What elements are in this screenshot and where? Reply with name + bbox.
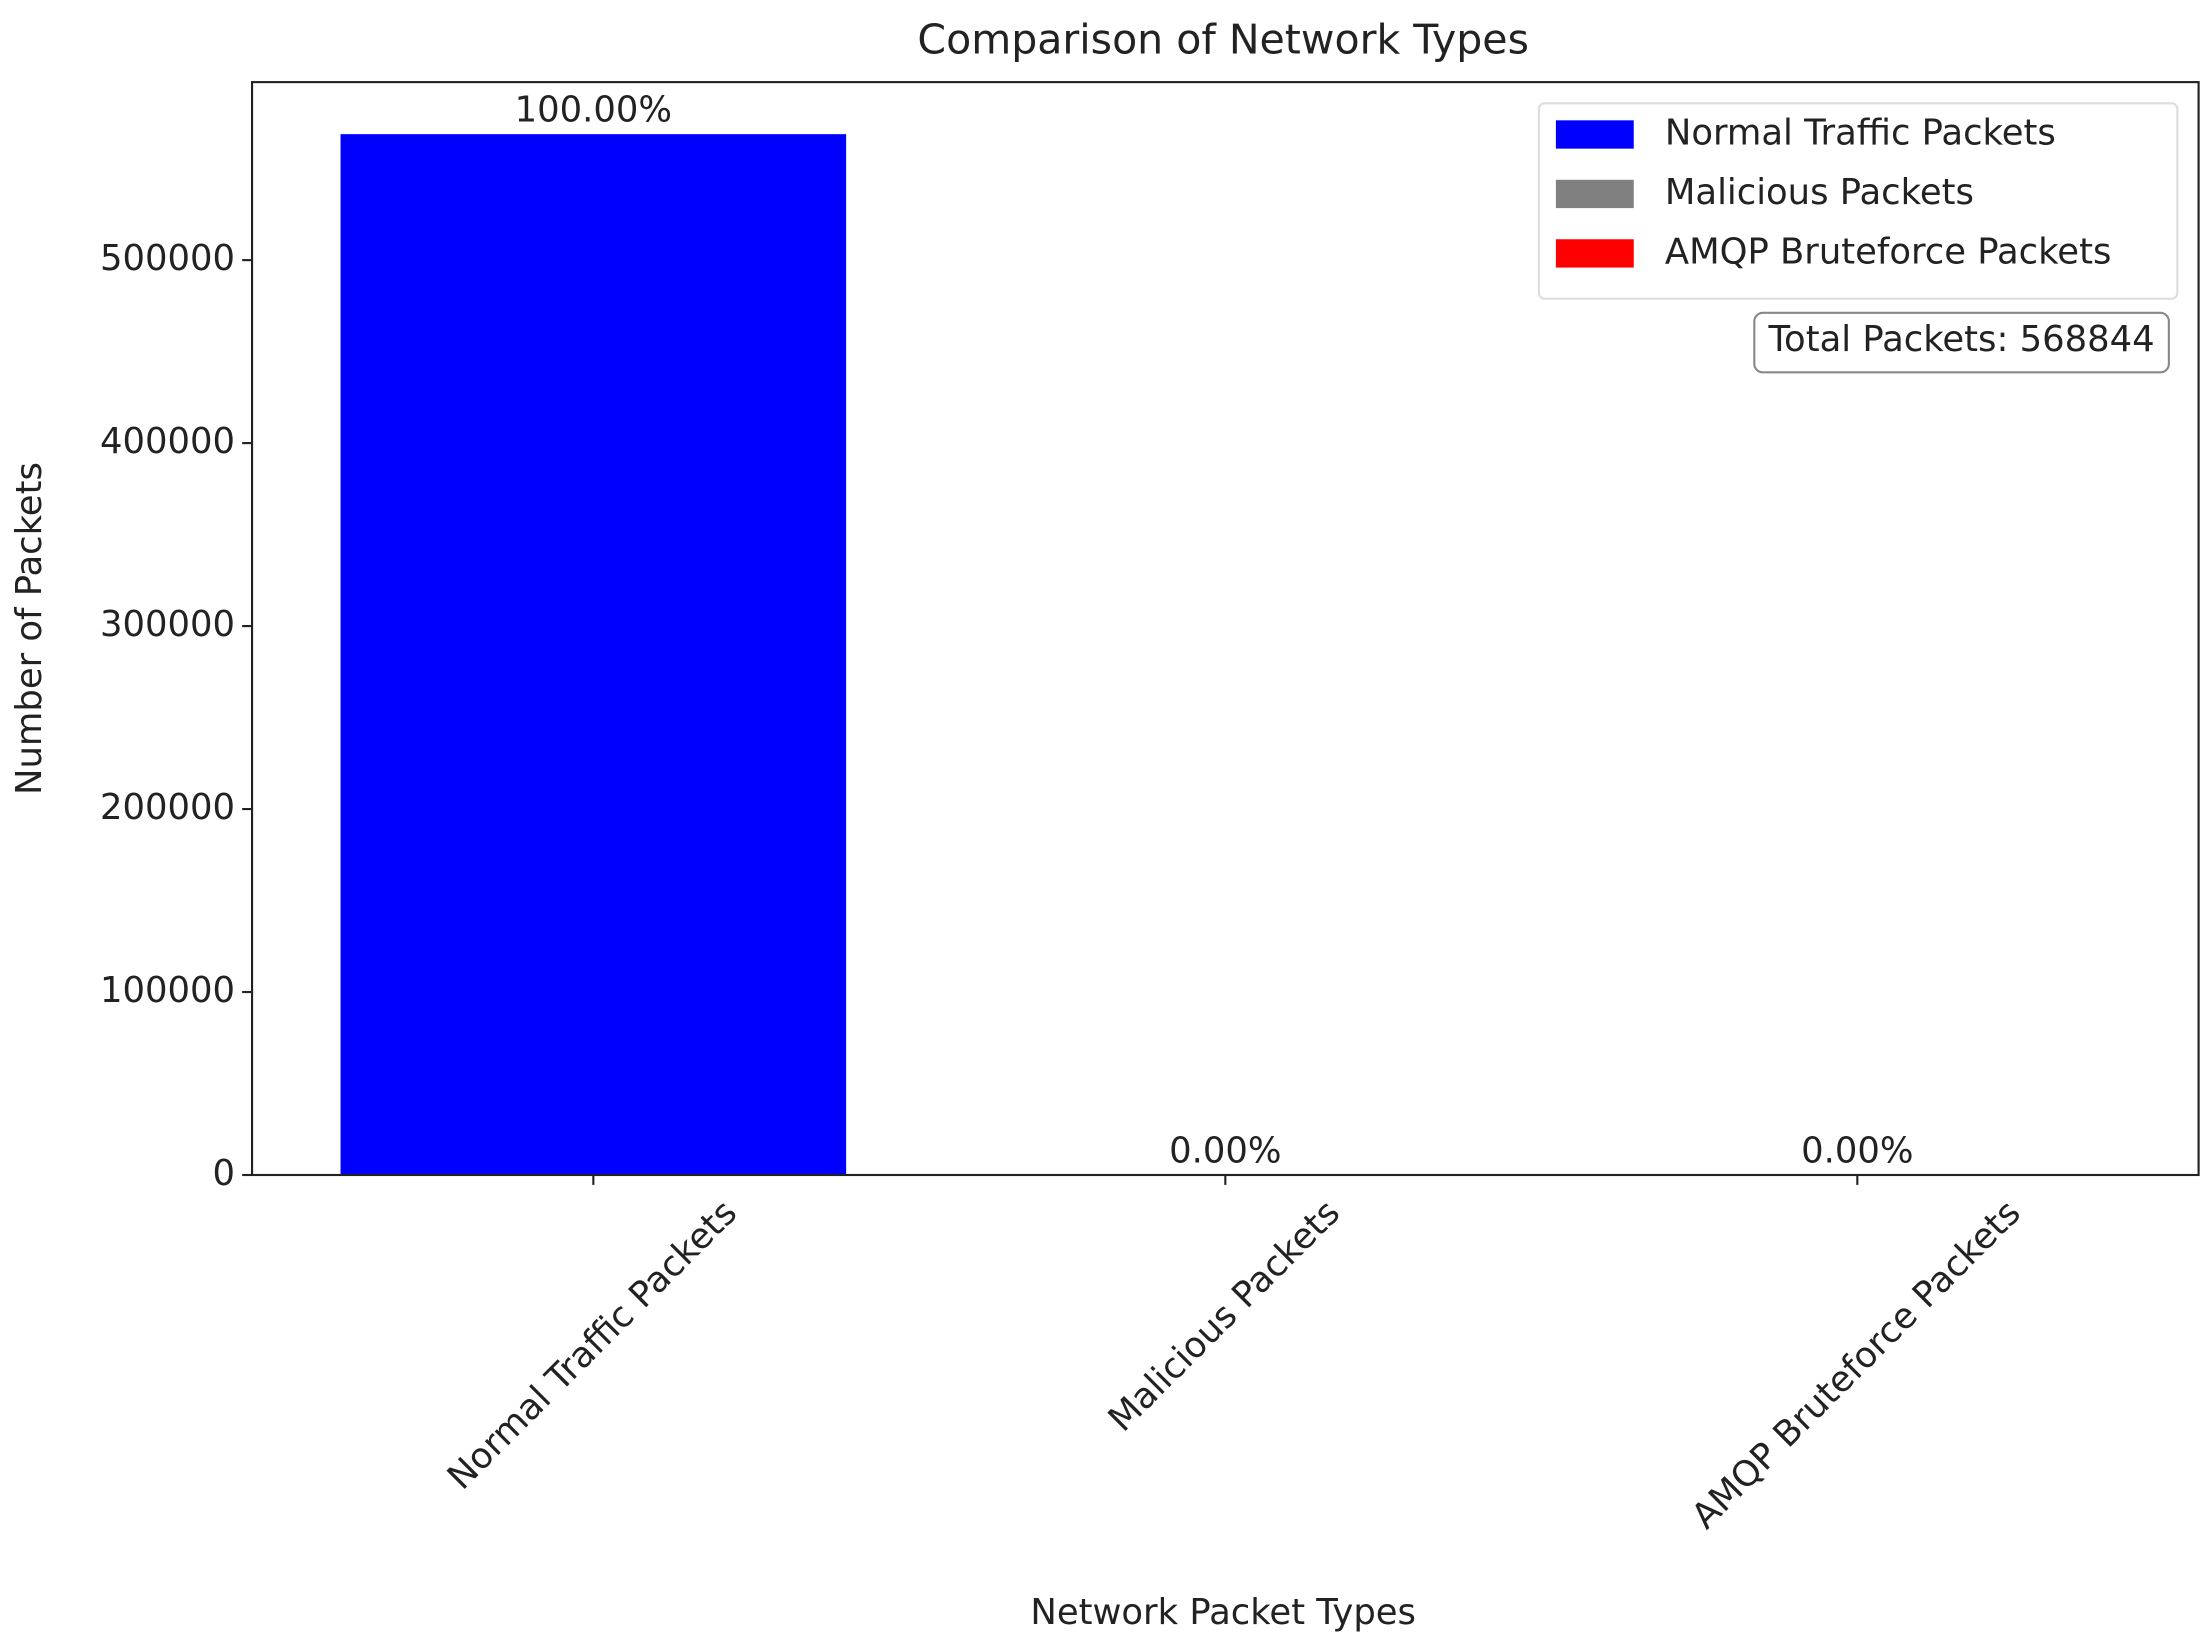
legend-swatch: [1555, 239, 1634, 268]
annotation: Total Packets: 568844: [1767, 319, 2154, 360]
y-axis-label: Number of Packets: [9, 462, 50, 795]
legend-label: Malicious Packets: [1665, 172, 1974, 213]
y-tick-label: 300000: [100, 604, 235, 645]
value-label: 0.00%: [1169, 1130, 1281, 1171]
y-tick-label: 100000: [100, 970, 235, 1011]
legend-swatch: [1555, 120, 1634, 149]
y-tick-label: 500000: [100, 238, 235, 279]
value-label: 100.00%: [515, 89, 672, 130]
bar: [340, 134, 847, 1176]
legend-swatch: [1555, 179, 1634, 209]
annotation-box: [1753, 311, 2170, 374]
legend-box: [1537, 102, 2179, 300]
chart-title: Comparison of Network Types: [917, 15, 1529, 63]
y-tick-label: 400000: [100, 421, 235, 462]
value-label: 0.00%: [1801, 1130, 1913, 1171]
y-tick-label: 0: [213, 1153, 236, 1194]
axes-frame: [251, 81, 2200, 1177]
legend-label: AMQP Bruteforce Packets: [1665, 231, 2112, 272]
x-axis-label: Network Packet Types: [1030, 1592, 1416, 1633]
y-tick-label: 200000: [100, 787, 235, 828]
legend-label: Normal Traffic Packets: [1665, 112, 2056, 153]
